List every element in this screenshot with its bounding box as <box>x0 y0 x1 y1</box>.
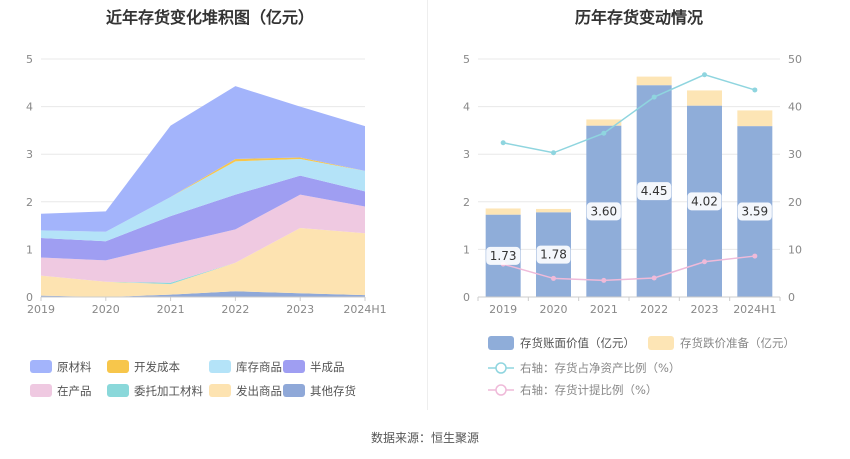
area-series-在产品 <box>41 194 365 283</box>
bar-reserve <box>636 76 672 86</box>
legend-swatch <box>648 336 674 350</box>
y-tick-label: 5 <box>26 53 33 66</box>
x-tick-label: 2021 <box>590 303 618 316</box>
area-series-半成品 <box>41 175 365 261</box>
x-tick-label: 2022 <box>221 303 249 316</box>
left-chart-title: 近年存货变化堆积图（亿元） <box>105 8 314 27</box>
legend-swatch <box>30 384 52 397</box>
bar-value-label: 1.73 <box>490 249 517 263</box>
line-point <box>651 94 657 100</box>
bar-label-box <box>687 192 722 211</box>
x-tick-label: 2019 <box>27 303 55 316</box>
legend-label: 开发成本 <box>134 360 180 374</box>
legend-label: 存货账面价值（亿元） <box>520 336 635 350</box>
x-tick-label: 2019 <box>489 303 517 316</box>
bar-label-box <box>737 202 772 221</box>
line-point <box>651 275 657 281</box>
x-tick-label: 2020 <box>92 303 120 316</box>
y-tick-label: 0 <box>463 291 470 304</box>
legend-swatch <box>209 384 231 397</box>
x-tick-label: 2021 <box>157 303 185 316</box>
area-series-库存商品 <box>41 158 365 242</box>
y2-tick-label: 10 <box>788 243 802 256</box>
panel-divider <box>427 0 428 410</box>
x-tick-label: 2024H1 <box>733 303 776 316</box>
line-point <box>702 259 707 265</box>
legend-label: 右轴：存货占净资产比例（%） <box>520 361 680 375</box>
y2-tick-label: 0 <box>788 291 795 304</box>
legend-swatch <box>283 360 305 373</box>
bar-reserve <box>586 119 622 126</box>
area-series-其他存货 <box>41 291 365 297</box>
x-tick-label: 2023 <box>691 303 719 316</box>
x-tick-label: 2022 <box>640 303 668 316</box>
y-tick-label: 2 <box>463 196 470 209</box>
line-point <box>702 72 707 78</box>
area-series-发出商品 <box>41 227 365 297</box>
legend-swatch <box>107 384 129 397</box>
y2-tick-label: 30 <box>788 148 802 161</box>
legend-label: 发出商品 <box>236 384 282 398</box>
line-point <box>752 253 758 259</box>
line-point <box>500 140 506 146</box>
line-point <box>752 87 758 93</box>
bar-label-box <box>586 202 621 221</box>
line-point <box>601 130 607 136</box>
legend-swatch <box>283 384 305 397</box>
y-tick-label: 1 <box>463 243 470 256</box>
legend-swatch <box>488 336 514 350</box>
y2-tick-label: 20 <box>788 196 802 209</box>
y-tick-label: 4 <box>26 101 33 114</box>
bar-label-box <box>486 246 521 265</box>
legend-marker <box>495 384 507 396</box>
bar-label-box <box>637 182 672 201</box>
legend-label: 原材料 <box>57 360 92 374</box>
area-series-委托加工材料 <box>41 227 365 285</box>
y2-tick-label: 50 <box>788 53 802 66</box>
bar-value-label: 4.45 <box>641 184 668 198</box>
x-tick-label: 2024H1 <box>343 303 386 316</box>
line-series <box>503 73 756 154</box>
legend-label: 半成品 <box>310 360 345 374</box>
legend-label: 库存商品 <box>236 360 282 374</box>
x-tick-label: 2023 <box>286 303 314 316</box>
bar-reserve <box>687 90 722 106</box>
line-point <box>601 277 607 283</box>
legend-label: 委托加工材料 <box>134 384 203 398</box>
x-tick-label: 2020 <box>540 303 568 316</box>
y-tick-label: 3 <box>463 148 470 161</box>
bar-reserve <box>485 208 521 215</box>
line-series <box>502 255 755 282</box>
legend-marker <box>495 362 507 374</box>
legend-swatch <box>30 360 52 373</box>
y-tick-label: 3 <box>26 148 33 161</box>
stacked-area-chart: 0 1 2 3 4 5 2019 2020 2021 2022 2023 2024H1 原材料 开发成本 库… <box>26 53 387 398</box>
legend-swatch <box>107 360 129 373</box>
right-chart-title: 历年存货变动情况 <box>574 8 703 27</box>
line-point <box>551 150 556 156</box>
area-series-原材料 <box>41 86 365 232</box>
bar-reserve <box>536 208 571 213</box>
legend-label: 其他存货 <box>310 384 356 398</box>
legend-label: 存货跌价准备（亿元） <box>680 336 795 350</box>
y-tick-label: 1 <box>26 243 33 256</box>
legend-swatch <box>209 360 231 373</box>
y-tick-label: 5 <box>463 53 470 66</box>
y-tick-label: 2 <box>26 196 33 209</box>
bar-value-label: 3.59 <box>741 205 768 219</box>
legend-label: 在产品 <box>57 384 92 398</box>
y2-tick-label: 40 <box>788 101 802 114</box>
bar-reserve <box>737 110 773 127</box>
bar-value-label: 3.60 <box>590 204 617 218</box>
y-tick-label: 0 <box>26 291 33 304</box>
y-tick-label: 4 <box>463 101 470 114</box>
legend-label: 右轴：存货计提比例（%） <box>520 383 657 397</box>
bar-value-label: 1.78 <box>540 248 567 262</box>
bar-value-label: 4.02 <box>691 194 718 208</box>
bar-label-box <box>536 245 571 264</box>
line-point <box>551 275 556 281</box>
data-source-footer: 数据来源：恒生聚源 <box>370 431 479 445</box>
